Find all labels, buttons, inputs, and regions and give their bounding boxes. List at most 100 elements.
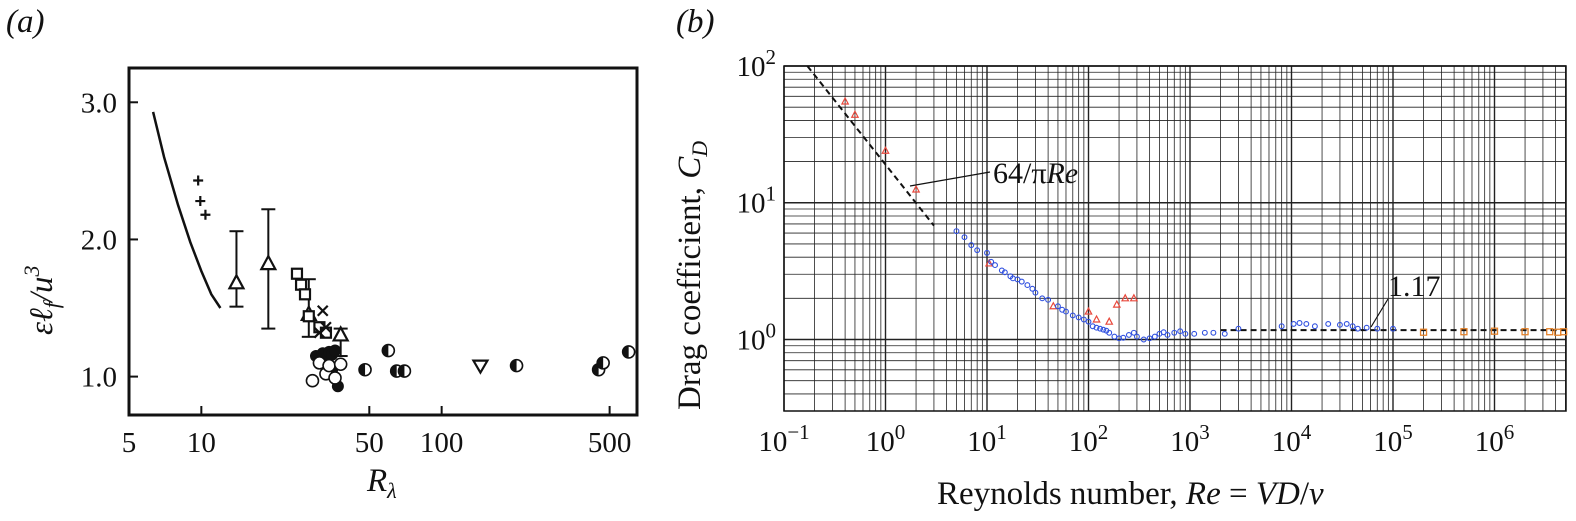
triangle-data-point [1121,293,1130,302]
circle-data-point [1349,323,1356,330]
circle-data-point [1296,320,1303,326]
square-marker [302,310,315,323]
circle-data-point [1100,326,1107,333]
newton-annotation-leader [1370,298,1389,328]
square-marker [298,288,312,301]
circle-data-point [1080,316,1087,323]
circle-data-point [1063,308,1069,315]
triangle-down-marker [471,359,490,375]
circle-data-point [1201,329,1208,336]
x-tick-label: 50 [355,427,384,459]
circle-data-point [1354,325,1361,332]
square-data-point [1559,328,1568,336]
stokes-annotation: 64/πRe [993,157,1078,190]
triangle-data-point [984,258,994,267]
half-circle-fill [382,344,389,357]
panel-b-label: (b) [676,4,714,40]
half-circle-fill [398,365,405,378]
circle-data-point [1325,320,1332,327]
svg-text:Drag coefficient, CD: Drag coefficient, CD [672,141,712,410]
stokes-annotation-leader [909,171,991,187]
triangle-data-point [881,145,890,154]
circle-data-point [1336,321,1343,328]
x-tick-label: 104 [1272,420,1312,458]
x-tick-label: 101 [967,420,1007,458]
open-circle-marker [328,371,342,385]
x-marker [316,304,329,317]
triangle-marker [331,325,350,342]
y-tick-label: 101 [737,182,777,220]
open-circle-marker [305,373,320,388]
panel-a-ticks [128,101,611,415]
x-tick-label: 100 [420,427,464,459]
panel-a-y-axis-title: εℓf/u3 [19,265,64,335]
circle-data-point [1235,325,1242,332]
square-data-point [1521,328,1529,336]
half-circle-fill [622,345,629,358]
x-tick-label: 106 [1475,420,1515,458]
y-tick-label: 102 [737,45,777,83]
circle-data-point [1311,323,1318,330]
half-circle-fill [592,363,599,376]
panel-b: (b) 10−1 100 101 102 103 104 105 106 100 101 102 6… [672,4,1568,512]
circle-data-point [1177,328,1184,335]
circle-data-point [1221,330,1228,337]
circle-data-point [1001,269,1008,276]
circle-data-point [1029,285,1036,292]
circle-data-point [974,247,981,254]
panel-a-plot-frame [127,66,639,417]
circle-data-point [1093,324,1100,331]
plus-marker [195,196,206,207]
circle-data-point [1182,330,1189,337]
circle-data-point [1160,329,1167,336]
circle-data-point [1045,296,1052,303]
circle-data-point [1106,329,1113,336]
circle-data-point [961,234,968,241]
panel-a-label: (a) [6,4,44,40]
stokes-dashed-line [806,65,935,227]
newton-annotation: 1.17 [1388,270,1441,303]
circle-data-point [1097,325,1104,332]
circle-data-point [1164,331,1171,338]
svg-text:εℓf/u3: εℓf/u3 [19,265,64,335]
x-tick-label: 103 [1170,420,1210,458]
circle-data-point [984,249,990,256]
circle-data-point [1374,325,1381,332]
panel-a-marks [151,111,636,393]
x-tick-label: 10−1 [758,420,809,458]
triangle-data-point [911,184,921,193]
x-tick-label: 102 [1069,420,1109,458]
triangle-data-point [1084,306,1093,315]
triangle-data-point [850,109,860,118]
circle-data-point [1120,334,1127,341]
square-marker [294,278,308,291]
panel-b-x-axis-title: Reynolds number, Re = VD/ν [937,476,1324,512]
circle-data-point [1390,325,1396,332]
triangle-data-point [1129,293,1139,302]
square-data-point [1490,327,1499,335]
panel-a-x-axis-title: Rλ [366,463,397,503]
triangle-data-point [1049,301,1058,310]
plus-marker [193,175,204,186]
theory-curve [151,111,222,309]
triangle-data-point [1092,314,1101,323]
circle-data-point [1343,320,1350,327]
triangle-marker [227,273,246,290]
filled-circle-marker [329,344,342,357]
x-tick-label: 100 [866,420,906,458]
square-data-point [1419,328,1428,336]
square-data-point [1546,328,1554,336]
circle-data-point [1130,329,1137,336]
circle-data-point [1054,303,1061,310]
circle-data-point [1171,329,1178,336]
square-data-point [1460,328,1468,336]
triangle-data-point [1105,316,1114,325]
x-tick-label: 105 [1373,420,1413,458]
half-circle-fill [359,363,366,376]
panel-b-grid [783,65,1566,412]
circle-data-point [1363,324,1370,331]
circle-data-point [1290,320,1297,327]
panel-b-tick-labels: 10−1 100 101 102 103 104 105 106 100 101 102 [737,45,1515,458]
circle-data-point [1069,312,1076,319]
